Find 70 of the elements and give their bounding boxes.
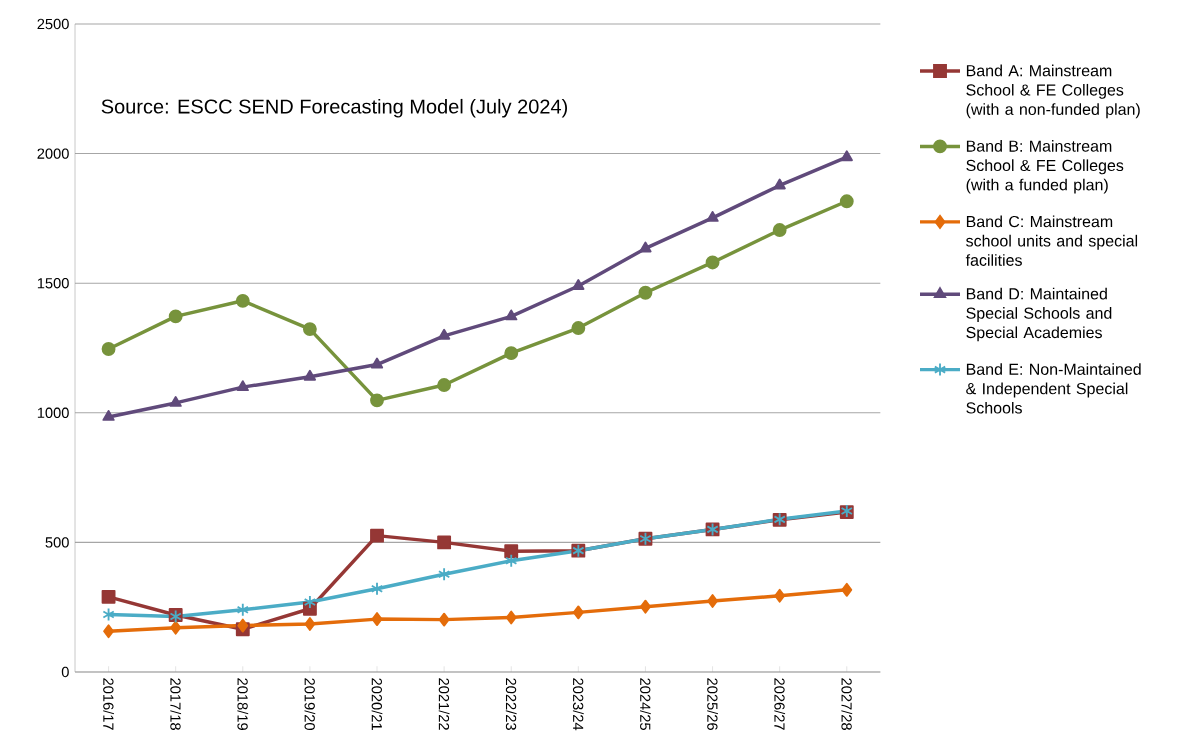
point [705, 255, 720, 270]
point [640, 599, 651, 614]
point [773, 178, 786, 190]
x-tick-label: 2019/20 [304, 678, 316, 731]
point [438, 612, 450, 627]
point [572, 605, 584, 620]
x-tick-label: 2017/18 [170, 678, 182, 730]
point [706, 210, 719, 222]
y-tick-label: 2000 [37, 148, 69, 159]
point [101, 589, 116, 604]
x-tick-label: 2020/21 [371, 678, 383, 730]
point [839, 194, 854, 209]
y-tick-label: 500 [45, 537, 69, 548]
y-tick-label: 0 [61, 666, 69, 678]
point [571, 321, 586, 335]
point [437, 535, 452, 550]
y-tick-label: 1000 [37, 407, 69, 418]
x-tick-label: 2022/23 [505, 678, 517, 730]
point [504, 346, 519, 361]
point [101, 342, 116, 356]
point [102, 607, 115, 622]
point [639, 241, 652, 253]
legend-label: Band B: Mainstream School & FE Colleges (with a funded plan) [966, 140, 1124, 194]
point [774, 588, 786, 603]
point [235, 293, 250, 308]
point [102, 409, 115, 421]
point [169, 396, 182, 407]
x-tick-label: 2023/24 [572, 678, 584, 731]
point [840, 150, 853, 162]
point [370, 581, 384, 596]
point [168, 309, 183, 324]
legend-label: Band D: Maintained Special Schools and Special Academies [966, 287, 1112, 342]
point [370, 393, 384, 408]
point [772, 223, 787, 237]
x-tick-label: 2018/19 [237, 678, 249, 730]
x-tick-label: 2027/28 [841, 678, 853, 730]
x-tick-label: 2016/17 [103, 678, 114, 730]
point [302, 322, 317, 337]
x-tick-label: 2026/27 [774, 678, 786, 730]
point [103, 624, 114, 639]
point [303, 369, 317, 381]
point [572, 279, 585, 290]
x-tick-label: 2021/22 [438, 678, 450, 730]
point [437, 328, 451, 340]
y-tick-label: 1500 [37, 278, 69, 289]
legend-label: Band C: Mainstream school units and special facilities [965, 215, 1138, 266]
point [236, 380, 249, 392]
point [237, 618, 249, 633]
point [505, 553, 518, 568]
point [303, 595, 317, 609]
point [841, 582, 853, 597]
point [504, 544, 519, 559]
point [371, 612, 383, 627]
point [304, 617, 316, 631]
x-tick-label: 2024/25 [640, 678, 651, 730]
point [437, 378, 452, 392]
legend-label: Band A: Mainstream School & FE Colleges (with a non-funded plan) [966, 64, 1140, 119]
legend-label: Band E: Non-Maintained & Independent Special Schools [966, 363, 1141, 414]
point [638, 285, 653, 300]
point [370, 357, 384, 369]
point [370, 528, 384, 543]
point [505, 309, 518, 321]
point [236, 602, 249, 617]
x-tick-label: 2025/26 [707, 678, 718, 730]
point [437, 567, 451, 582]
point [170, 620, 182, 635]
annotation: Source: ESCC SEND Forecasting Model (July 2024) [101, 98, 568, 118]
y-tick-label: 2500 [37, 18, 69, 30]
point [707, 594, 718, 608]
point [505, 610, 517, 625]
